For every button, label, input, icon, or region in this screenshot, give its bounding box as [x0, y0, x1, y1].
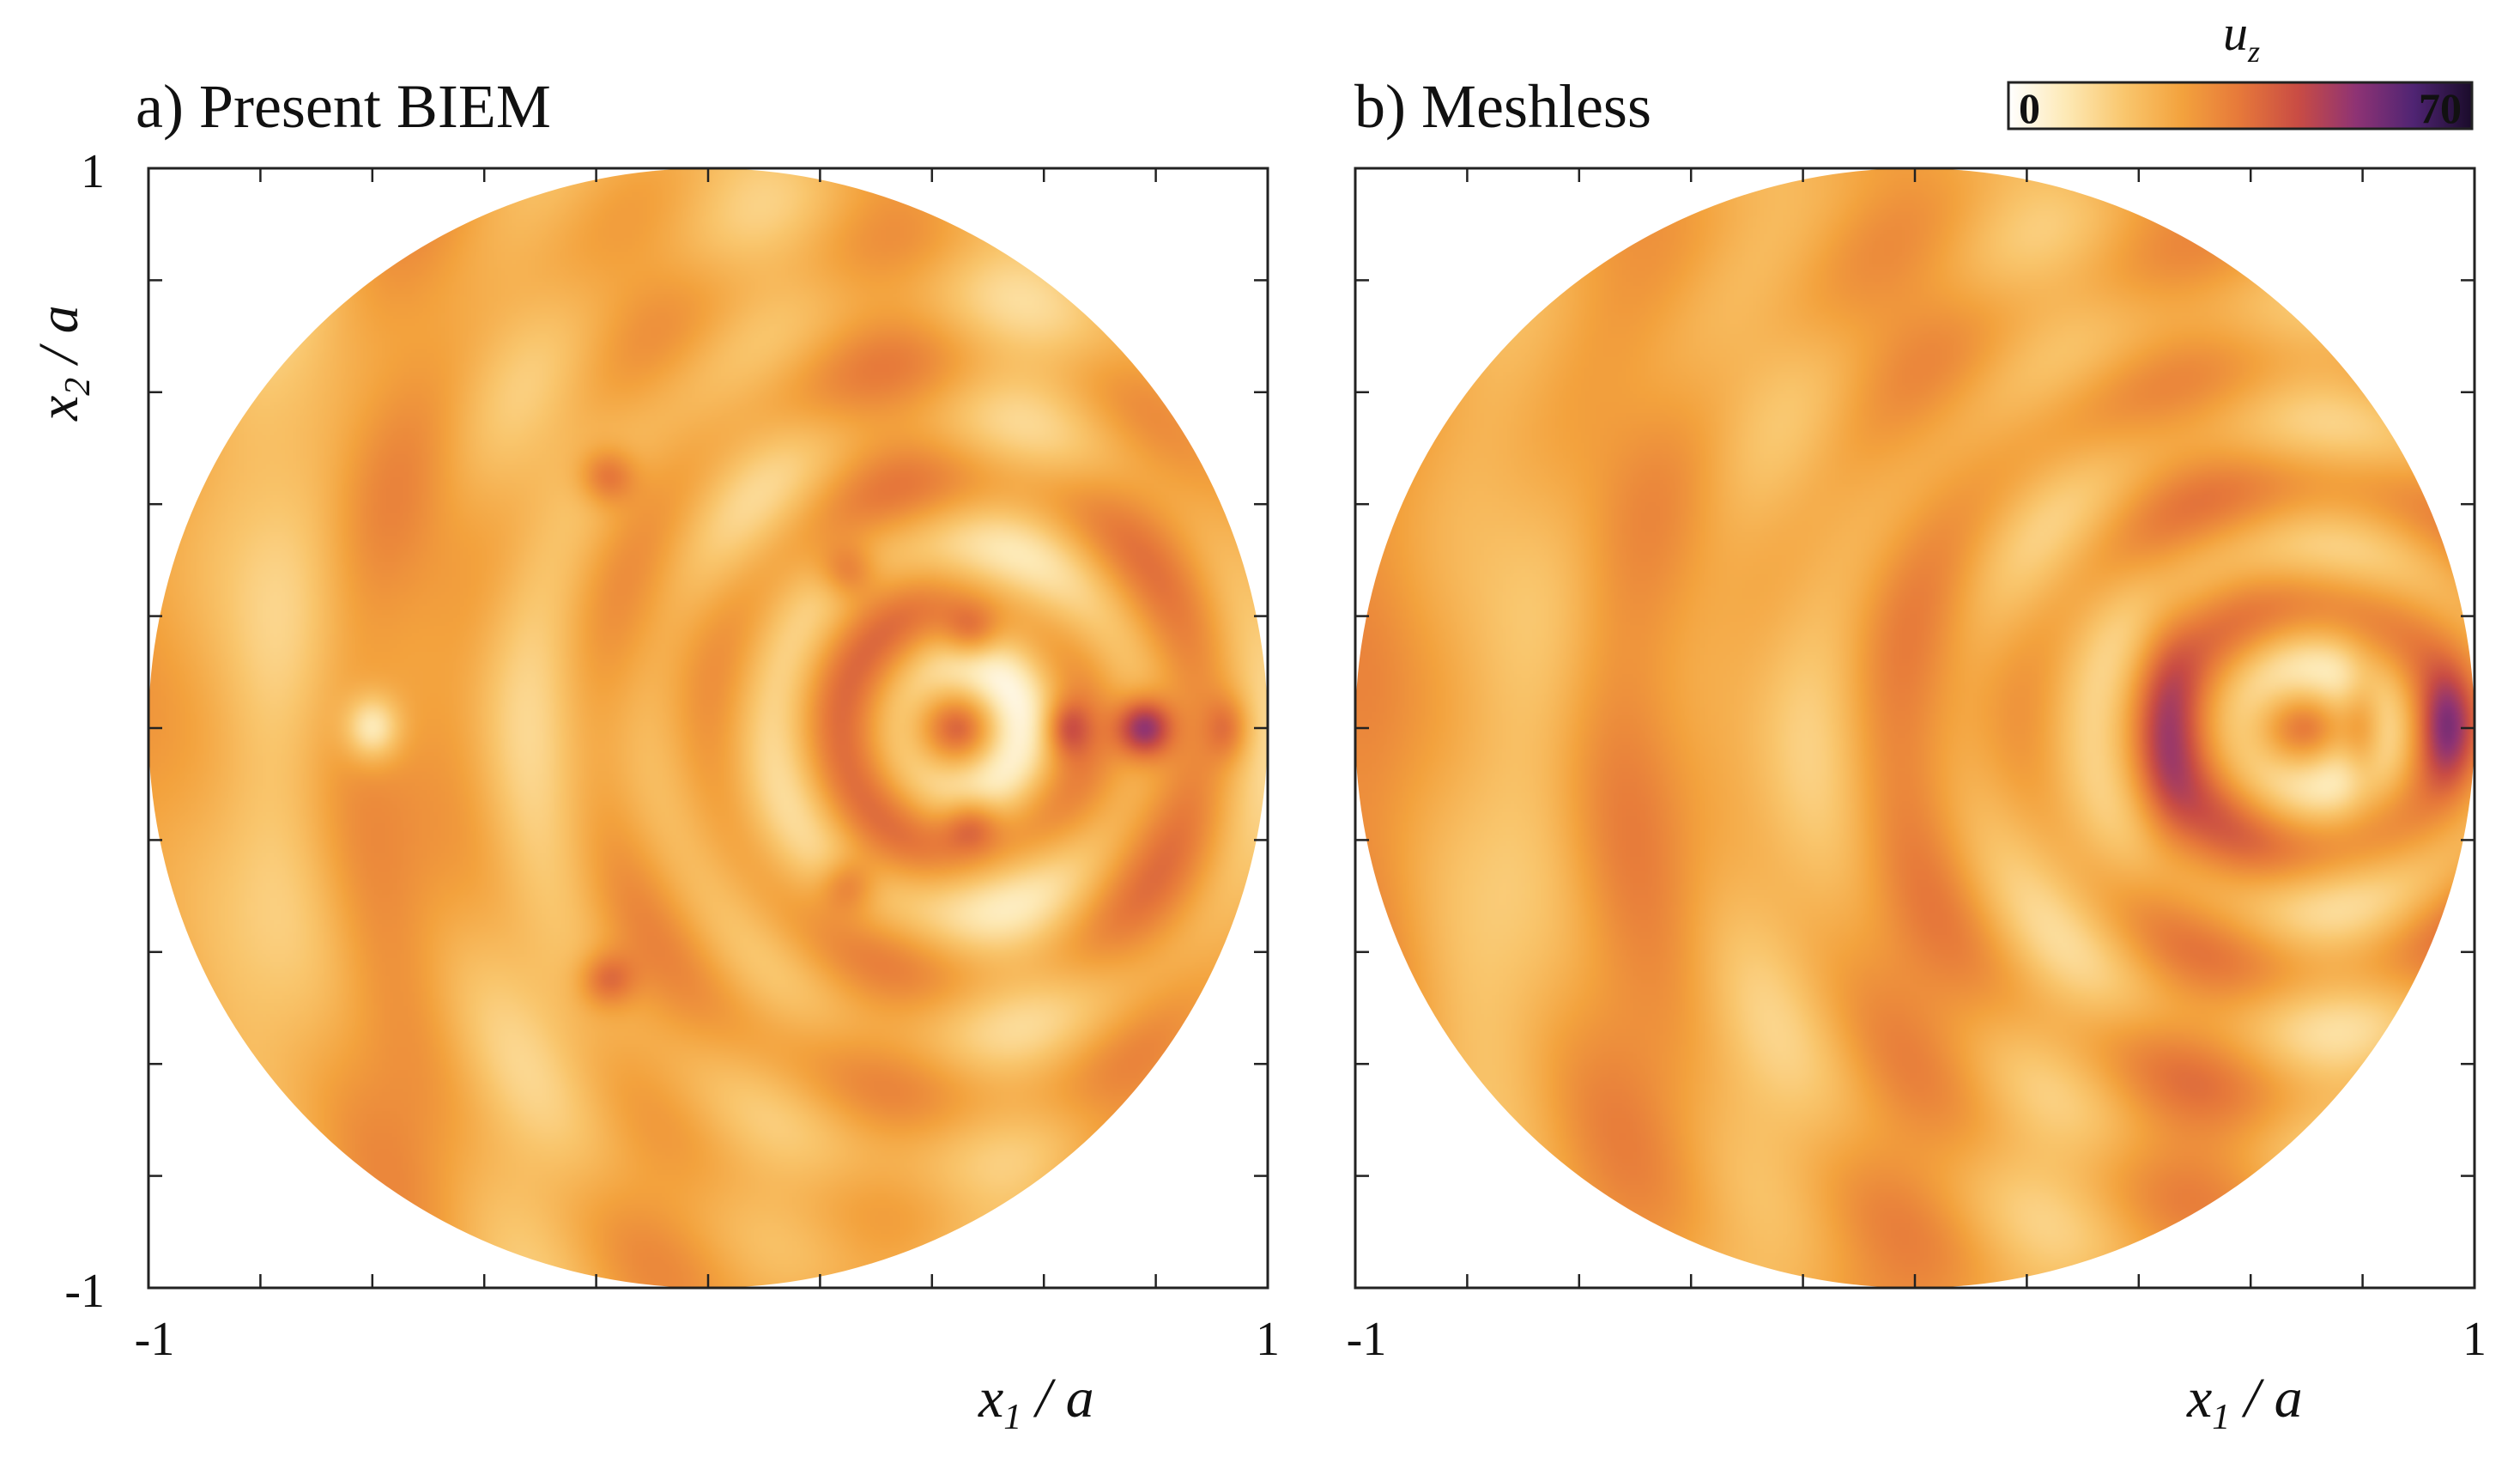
x-tick-right-biem: 1	[1256, 1313, 1280, 1366]
panel-title-meshless: b) Meshless	[1354, 72, 1651, 141]
colorbar: uz 0 70	[2007, 5, 2474, 132]
colorbar-gradient	[2007, 81, 2474, 131]
x-tick-right-meshless: 1	[2462, 1313, 2487, 1366]
x-tick-left-meshless: -1	[1347, 1313, 1387, 1366]
panel-title-biem: a) Present BIEM	[136, 72, 551, 141]
y-axis-label-biem: x2 / a	[27, 305, 98, 422]
colorbar-title: uz	[2223, 5, 2260, 69]
y-tick-bottom-biem: -1	[64, 1265, 105, 1318]
colorbar-min-label: 0	[2019, 84, 2040, 132]
colorbar-max-label: 70	[2419, 84, 2462, 132]
x-tick-left-biem: -1	[135, 1313, 175, 1366]
panel-biem: a) Present BIEM 1 -1 -1 1 x1 / a x2 / a	[27, 72, 1280, 1437]
heatmap-biem	[148, 168, 1268, 1288]
x-axis-label-biem: x1 / a	[978, 1367, 1094, 1437]
panel-meshless: b) Meshless -1 1 x1 / a	[1347, 72, 2487, 1437]
y-tick-top-biem: 1	[81, 145, 105, 198]
heatmap-image-meshless	[1355, 168, 2475, 1288]
ticks-biem	[148, 168, 1268, 1288]
ticks-meshless	[1355, 168, 2475, 1288]
heatmap-image-biem	[148, 168, 1268, 1288]
x-axis-label-meshless: x1 / a	[2186, 1367, 2303, 1437]
heatmap-meshless	[1355, 168, 2475, 1288]
